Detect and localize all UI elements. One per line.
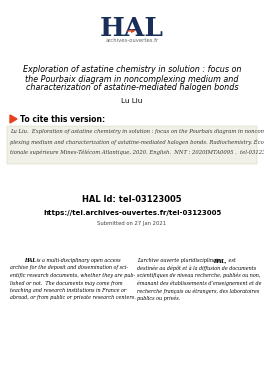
Text: characterization of astatine-mediated halogen bonds: characterization of astatine-mediated ha…: [26, 84, 238, 93]
Text: the Pourbaix diagram in noncomplexing medium and: the Pourbaix diagram in noncomplexing me…: [25, 75, 239, 84]
Text: To cite this version:: To cite this version:: [20, 115, 105, 123]
Text: lished or not.  The documents may come from: lished or not. The documents may come fr…: [10, 280, 122, 285]
Text: publics ou privés.: publics ou privés.: [137, 295, 180, 301]
Text: Lu Liu.  Exploration of astatine chemistry in solution : focus on the Pourbaix d: Lu Liu. Exploration of astatine chemistr…: [10, 129, 264, 135]
Text: Submitted on 27 Jan 2021: Submitted on 27 Jan 2021: [97, 220, 167, 226]
Text: HAL,: HAL,: [213, 258, 227, 263]
Text: HAL Id: tel-03123005: HAL Id: tel-03123005: [82, 195, 182, 204]
Text: recherche français ou étrangers, des laboratoires: recherche français ou étrangers, des lab…: [137, 288, 259, 294]
FancyArrowPatch shape: [127, 29, 134, 32]
Text: abroad, or from public or private research centers.: abroad, or from public or private resear…: [10, 295, 136, 301]
Text: destinée au dépôt et à la diffusion de documents: destinée au dépôt et à la diffusion de d…: [137, 266, 256, 271]
Text: entific research documents, whether they are pub-: entific research documents, whether they…: [10, 273, 135, 278]
Text: Lu Liu: Lu Liu: [121, 98, 143, 104]
Text: HAL: HAL: [100, 16, 164, 41]
Text: émanant des établissements d’enseignement et de: émanant des établissements d’enseignemen…: [137, 280, 262, 286]
Text: is a multi-disciplinary open access: is a multi-disciplinary open access: [35, 258, 121, 263]
Text: HAL: HAL: [24, 258, 36, 263]
Text: L’archive ouverte pluridisciplinaire: L’archive ouverte pluridisciplinaire: [137, 258, 224, 263]
Text: https://tel.archives-ouvertes.fr/tel-03123005: https://tel.archives-ouvertes.fr/tel-031…: [43, 210, 221, 216]
Text: archive for the deposit and dissemination of sci-: archive for the deposit and disseminatio…: [10, 266, 128, 270]
Polygon shape: [10, 115, 17, 123]
Text: archives-ouvertes.fr: archives-ouvertes.fr: [105, 38, 159, 44]
Text: Exploration of astatine chemistry in solution : focus on: Exploration of astatine chemistry in sol…: [23, 66, 241, 75]
Text: scientifiques de niveau recherche, publiés ou non,: scientifiques de niveau recherche, publi…: [137, 273, 260, 279]
Text: tionale supérieure Mines-Télécom Atlantique, 2020. English.  NNT : 2020IMTA0095 : tionale supérieure Mines-Télécom Atlanti…: [10, 149, 264, 155]
Text: est: est: [227, 258, 236, 263]
Text: teaching and research institutions in France or: teaching and research institutions in Fr…: [10, 288, 126, 293]
FancyBboxPatch shape: [7, 126, 257, 164]
Text: plexing medium and characterization of astatine-mediated halogen bonds. Radioche: plexing medium and characterization of a…: [10, 139, 264, 145]
